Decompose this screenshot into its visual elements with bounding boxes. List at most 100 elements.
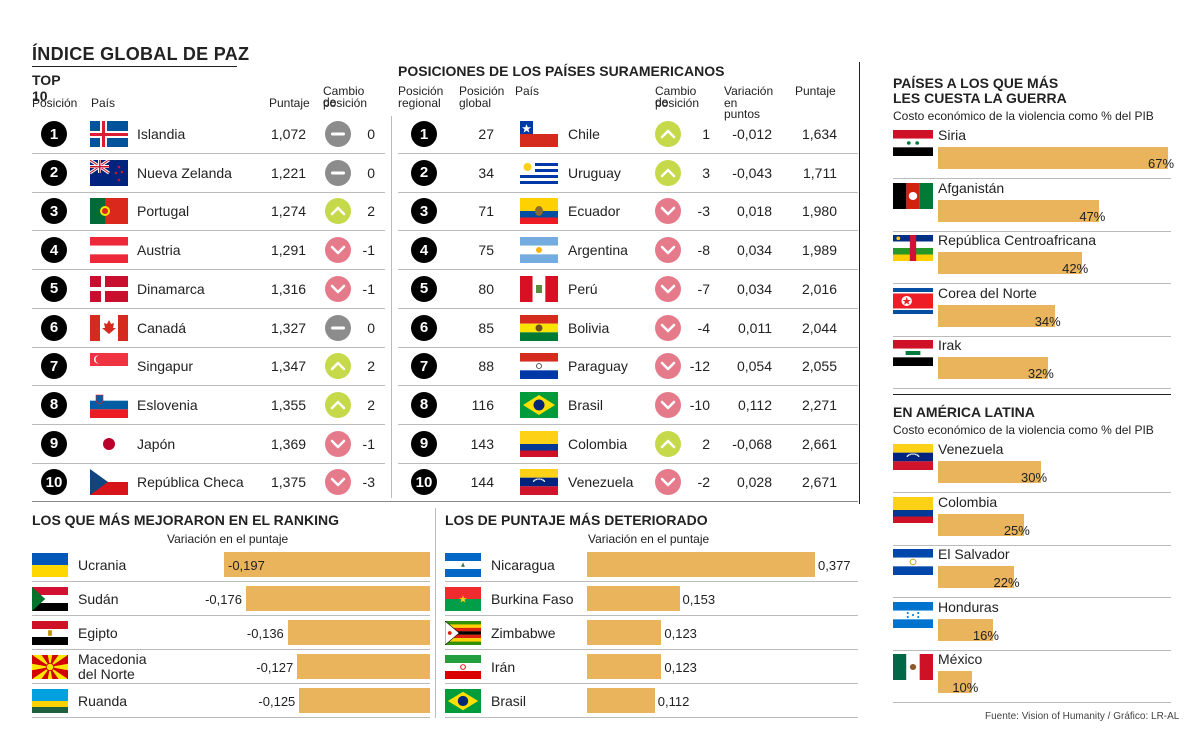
- variation-value: -0,043: [732, 164, 772, 181]
- header-global-1: Posición: [459, 84, 505, 98]
- country-name: Bolivia: [568, 319, 610, 336]
- flag-argentina-icon: [520, 237, 558, 264]
- rank-badge: 8: [411, 391, 437, 418]
- change-value: -1: [362, 435, 375, 452]
- flag-venezuela-icon: [893, 444, 933, 470]
- bar-value-label: -0,197: [228, 558, 265, 573]
- bar-value-label: -0,125: [258, 694, 296, 709]
- score-value: 1,072: [271, 126, 307, 142]
- flag-zimbabwe-icon: [445, 621, 481, 645]
- improved-title: LOS QUE MÁS MEJORARON EN EL RANKING: [32, 512, 339, 528]
- score-value: 1,291: [271, 242, 307, 259]
- arrow-up-icon: [325, 198, 351, 225]
- bar-row: Venezuela 30%: [893, 441, 1171, 493]
- bar: [938, 671, 973, 694]
- table-row: 2 Nueva Zelanda 1,221 0: [32, 155, 385, 193]
- change-value: -4: [697, 319, 710, 336]
- rank-badge: 5: [41, 275, 67, 302]
- country-name: Dinamarca: [137, 280, 205, 297]
- header-change-2: posición: [323, 96, 368, 110]
- bar-row: Afganistán 47%: [893, 180, 1171, 232]
- flag-japon-icon: [90, 430, 128, 457]
- flag-chile-icon: [520, 121, 558, 147]
- bar-row: Burkina Faso 0,153: [445, 583, 858, 616]
- bar: [587, 620, 662, 645]
- score-value: 1,355: [271, 396, 307, 413]
- worsened-title: LOS DE PUNTAJE MÁS DETERIORADO: [445, 512, 708, 528]
- bar-value-label: 16%: [972, 627, 999, 643]
- flag-canada-icon: [90, 314, 128, 341]
- flag-egipto-icon: [32, 621, 68, 645]
- score-value: 2,671: [801, 474, 837, 491]
- bar-category-label: Colombia: [938, 493, 998, 510]
- global-position: 71: [478, 203, 494, 220]
- score-value: 1,221: [271, 164, 307, 181]
- flag-paraguay-icon: [520, 353, 558, 380]
- header-variation-2: en puntos: [724, 96, 761, 121]
- change-value: -2: [697, 474, 710, 491]
- bar-row: Irak 32%: [893, 337, 1171, 390]
- change-value: -3: [697, 203, 710, 220]
- bar-value-label: 34%: [1034, 313, 1061, 329]
- bar-row: Nicaragua 0,377: [445, 549, 858, 582]
- country-name: Argentina: [568, 242, 628, 259]
- flag-uruguay-icon: [520, 159, 558, 186]
- flag-nueva-zelanda-icon: [90, 159, 128, 186]
- flag-corea-del-norte-icon: [893, 287, 933, 314]
- flag-honduras-icon: [893, 601, 933, 628]
- arrow-up-icon: [655, 430, 681, 457]
- bar: [587, 654, 662, 679]
- bar: [297, 654, 430, 679]
- rank-badge: 9: [41, 430, 67, 457]
- rank-badge: 10: [41, 469, 67, 496]
- table-row: 3 71 Ecuador -3 0,018 1,980: [398, 193, 858, 232]
- bar-row: Ucrania -0,197: [32, 549, 430, 582]
- country-name: Nueva Zelanda: [137, 164, 232, 181]
- war-title-1: PAÍSES A LOS QUE MÁS: [893, 75, 1059, 91]
- table-row: 6 Canadá 1,327 0: [32, 310, 385, 348]
- table-row: 3 Portugal 1,274 2: [32, 193, 385, 232]
- arrow-down-icon: [655, 237, 681, 264]
- change-value: 2: [367, 203, 375, 220]
- header-country: País: [515, 84, 540, 98]
- bar: [587, 552, 815, 577]
- arrow-up-icon: [655, 159, 681, 186]
- bar-category-label: Corea del Norte: [938, 284, 1037, 301]
- bar-row: Brasil 0,112: [445, 685, 858, 718]
- header-regional-2: regional: [398, 96, 441, 110]
- rank-badge: 7: [411, 353, 437, 380]
- arrow-up-icon: [655, 121, 681, 147]
- bar-category-label: República Centroafricana: [938, 232, 1096, 249]
- arrow-down-icon: [655, 391, 681, 418]
- header-score: Puntaje: [795, 84, 836, 98]
- table-row: 9 Japón 1,369 -1: [32, 426, 385, 464]
- variation-value: 0,112: [738, 396, 772, 413]
- country-name: Canadá: [137, 319, 187, 336]
- flag-brasil-icon: [520, 391, 558, 418]
- flag-irak-icon: [893, 340, 933, 367]
- bar-category-label: Macedonia del Norte: [78, 651, 147, 682]
- global-position: 144: [470, 474, 494, 491]
- table-row: 5 80 Perú -7 0,034 2,016: [398, 271, 858, 309]
- flag-siria-icon: [893, 130, 933, 156]
- table-row: 2 34 Uruguay 3 -0,043 1,711: [398, 155, 858, 193]
- table-row: 10 República Checa 1,375 -3: [32, 464, 385, 503]
- rank-badge: 4: [411, 237, 437, 264]
- change-value: 3: [702, 164, 710, 181]
- bar-value-label: 0,123: [664, 660, 697, 675]
- change-value: -7: [697, 280, 710, 297]
- bar-value-label: 25%: [1003, 522, 1030, 538]
- arrow-down-icon: [325, 469, 351, 496]
- flag-nicaragua-icon: [445, 553, 481, 577]
- flag-austria-icon: [90, 237, 128, 264]
- table-row: 4 75 Argentina -8 0,034 1,989: [398, 232, 858, 271]
- change-value: -1: [362, 280, 375, 297]
- rank-badge: 1: [41, 121, 67, 147]
- country-name: Chile: [568, 126, 600, 142]
- country-name: Singapur: [137, 358, 194, 375]
- bar-value-label: 47%: [1079, 208, 1106, 224]
- bar: [587, 688, 655, 713]
- change-value: -12: [689, 358, 710, 375]
- flag-el-salvador-icon: [893, 549, 933, 576]
- bar: [287, 620, 430, 645]
